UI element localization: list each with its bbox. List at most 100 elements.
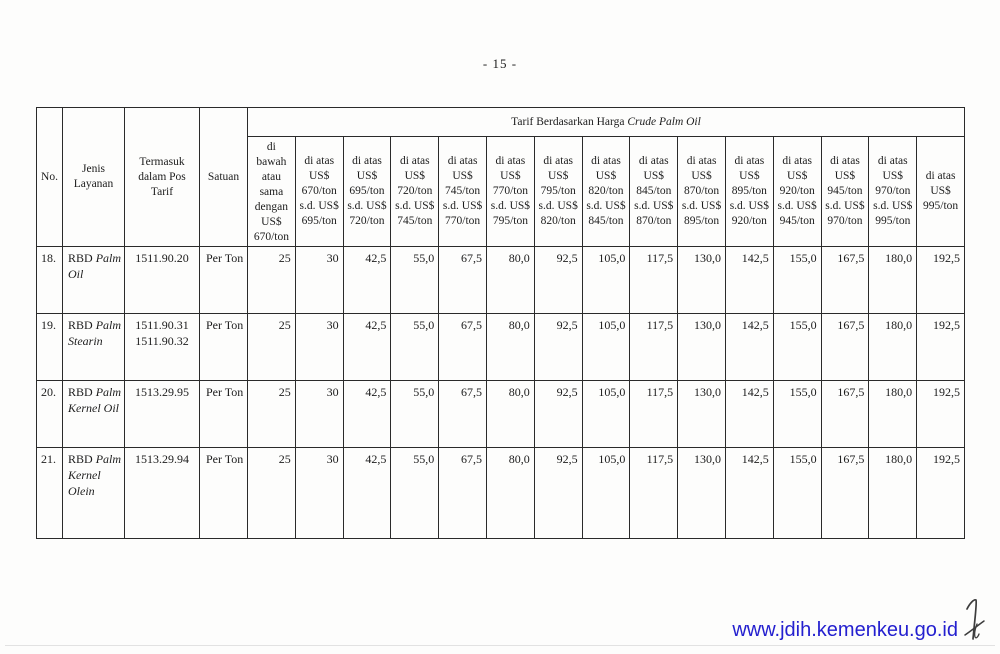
satuan-cell: Per Ton bbox=[199, 447, 248, 539]
tariff-value-cell: 80,0 bbox=[485, 246, 535, 314]
service-name-italic: Palm bbox=[95, 318, 122, 332]
tariff-value-cell: 105,0 bbox=[581, 380, 631, 448]
header-termasuk-pos-tarif: Termasuk dalam Pos Tarif bbox=[124, 107, 200, 247]
page-number: - 15 - bbox=[482, 56, 518, 71]
tariff-value-cell: 55,0 bbox=[390, 380, 440, 448]
pos-tarif-cell: 1513.29.94 bbox=[124, 447, 200, 539]
tariff-value-cell: 25 bbox=[247, 246, 296, 314]
price-range-header: di atas US$ 670/ton s.d. US$ 695/ton bbox=[294, 136, 344, 247]
row-number-cell: 20. bbox=[36, 380, 63, 448]
tariff-value-cell: 92,5 bbox=[533, 380, 583, 448]
tariff-value-cell: 192,5 bbox=[916, 380, 965, 448]
tariff-value-cell: 180,0 bbox=[868, 380, 918, 448]
tariff-value-cell: 155,0 bbox=[772, 313, 822, 381]
tariff-value-cell: 117,5 bbox=[629, 447, 679, 539]
tariff-value-cell: 192,5 bbox=[916, 313, 965, 381]
tariff-value-cell: 130,0 bbox=[677, 447, 726, 539]
tariff-value-cell: 80,0 bbox=[485, 447, 535, 539]
tariff-value-cell: 142,5 bbox=[724, 380, 774, 448]
service-name-rest: Kernel Oil bbox=[68, 401, 119, 415]
tariff-value-cell: 92,5 bbox=[533, 447, 583, 539]
service-name-prefix: RBD bbox=[68, 318, 93, 332]
tariff-value-cell: 117,5 bbox=[629, 246, 679, 314]
price-range-header: di atas US$ 695/ton s.d. US$ 720/ton bbox=[342, 136, 392, 247]
service-name-cell: RBD Palm Kernel Oil bbox=[62, 380, 125, 448]
tariff-value-cell: 25 bbox=[247, 380, 296, 448]
tariff-value-cell: 30 bbox=[294, 447, 344, 539]
pos-tarif-cell: 1511.90.20 bbox=[124, 246, 200, 314]
tariff-value-cell: 180,0 bbox=[868, 447, 918, 539]
tariff-value-cell: 117,5 bbox=[629, 380, 679, 448]
pos-tarif-cell: 1513.29.95 bbox=[124, 380, 200, 448]
price-range-header: di atas US$ 745/ton s.d. US$ 770/ton bbox=[438, 136, 487, 247]
tariff-value-cell: 142,5 bbox=[724, 313, 774, 381]
service-name-cell: RBD Palm Kernel Olein bbox=[62, 447, 125, 539]
satuan-cell: Per Ton bbox=[199, 380, 248, 448]
tariff-value-cell: 105,0 bbox=[581, 447, 631, 539]
group-header-italic: Crude Palm Oil bbox=[627, 115, 701, 128]
price-range-header: di atas US$ 770/ton s.d. US$ 795/ton bbox=[485, 136, 535, 247]
tariff-value-cell: 155,0 bbox=[772, 246, 822, 314]
tariff-value-cell: 167,5 bbox=[820, 447, 870, 539]
price-range-header: di atas US$ 920/ton s.d. US$ 945/ton bbox=[772, 136, 822, 247]
tariff-value-cell: 42,5 bbox=[342, 313, 392, 381]
header-satuan: Satuan bbox=[199, 107, 248, 247]
service-name-italic: Palm bbox=[95, 452, 122, 466]
tariff-value-cell: 30 bbox=[294, 246, 344, 314]
price-range-header: di atas US$ 995/ton bbox=[916, 136, 965, 247]
tariff-value-cell: 67,5 bbox=[438, 246, 487, 314]
service-name-rest: Oil bbox=[68, 267, 84, 281]
tariff-value-cell: 105,0 bbox=[581, 246, 631, 314]
tariff-value-cell: 155,0 bbox=[772, 447, 822, 539]
table-row-21: 21. RBD Palm Kernel Olein 1513.29.94 Per… bbox=[36, 447, 965, 539]
satuan-cell: Per Ton bbox=[199, 313, 248, 381]
tariff-value-cell: 142,5 bbox=[724, 246, 774, 314]
price-range-header: di bawah atau sama dengan US$ 670/ton bbox=[247, 136, 296, 247]
price-range-header: di atas US$ 895/ton s.d. US$ 920/ton bbox=[724, 136, 774, 247]
tariff-value-cell: 192,5 bbox=[916, 246, 965, 314]
row-number-cell: 21. bbox=[36, 447, 63, 539]
tariff-value-cell: 130,0 bbox=[677, 313, 726, 381]
service-name-rest: Kernel Olein bbox=[68, 468, 101, 498]
jdih-watermark-url: www.jdih.kemenkeu.go.id bbox=[732, 619, 958, 641]
header-no: No. bbox=[36, 107, 63, 247]
price-range-header: di atas US$ 795/ton s.d. US$ 820/ton bbox=[533, 136, 583, 247]
tariff-value-cell: 167,5 bbox=[820, 380, 870, 448]
tariff-value-cell: 180,0 bbox=[868, 313, 918, 381]
tariff-value-cell: 55,0 bbox=[390, 313, 440, 381]
price-range-header: di atas US$ 845/ton s.d. US$ 870/ton bbox=[629, 136, 679, 247]
tariff-value-cell: 42,5 bbox=[342, 380, 392, 448]
tariff-value-cell: 130,0 bbox=[677, 380, 726, 448]
pos-tarif-cell: 1511.90.31 1511.90.32 bbox=[124, 313, 200, 381]
tariff-value-cell: 167,5 bbox=[820, 313, 870, 381]
service-name-rest: Stearin bbox=[68, 334, 103, 348]
tariff-table: No. Jenis Layanan Termasuk dalam Pos Tar… bbox=[36, 107, 965, 539]
tariff-value-cell: 30 bbox=[294, 313, 344, 381]
service-name-prefix: RBD bbox=[68, 452, 93, 466]
service-name-prefix: RBD bbox=[68, 251, 93, 265]
price-range-header: di atas US$ 945/ton s.d. US$ 970/ton bbox=[820, 136, 870, 247]
tariff-value-cell: 25 bbox=[247, 313, 296, 381]
tariff-value-cell: 67,5 bbox=[438, 447, 487, 539]
tariff-table-container: No. Jenis Layanan Termasuk dalam Pos Tar… bbox=[36, 107, 965, 539]
tariff-value-cell: 142,5 bbox=[724, 447, 774, 539]
tariff-value-cell: 167,5 bbox=[820, 246, 870, 314]
table-row-18: 18. RBD Palm Oil 1511.90.20 Per Ton 25 3… bbox=[36, 246, 965, 314]
tariff-value-cell: 155,0 bbox=[772, 380, 822, 448]
tariff-value-cell: 192,5 bbox=[916, 447, 965, 539]
service-name-prefix: RBD bbox=[68, 385, 93, 399]
price-range-header: di atas US$ 720/ton s.d. US$ 745/ton bbox=[390, 136, 440, 247]
tariff-value-cell: 105,0 bbox=[581, 313, 631, 381]
service-name-cell: RBD Palm Oil bbox=[62, 246, 125, 314]
tariff-value-cell: 80,0 bbox=[485, 380, 535, 448]
tariff-value-cell: 117,5 bbox=[629, 313, 679, 381]
tariff-value-cell: 67,5 bbox=[438, 380, 487, 448]
service-name-italic: Palm bbox=[95, 385, 122, 399]
group-header-text: Tarif Berdasarkan Harga bbox=[511, 115, 625, 128]
row-number-cell: 18. bbox=[36, 246, 63, 314]
price-range-header: di atas US$ 970/ton s.d. US$ 995/ton bbox=[868, 136, 918, 247]
tariff-value-cell: 80,0 bbox=[485, 313, 535, 381]
row-number-cell: 19. bbox=[36, 313, 63, 381]
tariff-value-cell: 55,0 bbox=[390, 246, 440, 314]
tariff-value-cell: 42,5 bbox=[342, 246, 392, 314]
